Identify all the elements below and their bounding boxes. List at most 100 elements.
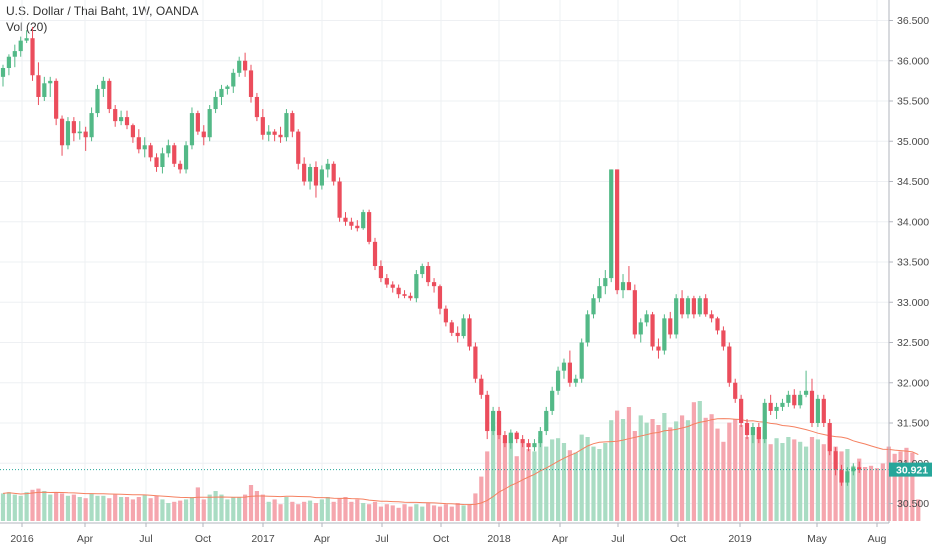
- candle: [0, 64, 6, 87]
- last-price-tag: 30.921: [889, 462, 932, 477]
- candle: [402, 290, 407, 299]
- volume-bar: [479, 476, 484, 521]
- y-tick-label: 34.000: [897, 216, 929, 228]
- candle: [620, 274, 626, 299]
- candle-body: [792, 394, 797, 406]
- candle-body: [739, 398, 744, 423]
- candle: [302, 157, 307, 186]
- candle-body: [750, 427, 756, 436]
- candle-body: [833, 451, 838, 470]
- volume-bar: [868, 465, 874, 521]
- time-axis[interactable]: 2016 Apr Jul Oct 2017 Apr Jul Oct 2018 Apr Jul Oct 2…: [10, 523, 886, 545]
- volume-bar: [496, 417, 502, 521]
- volume-bar: [384, 504, 389, 521]
- volume-bar: [6, 492, 12, 521]
- volume-bar: [378, 506, 384, 521]
- volume-bar: [284, 497, 289, 521]
- candle: [213, 91, 218, 114]
- volume-bar: [408, 506, 413, 521]
- candle: [437, 284, 443, 315]
- volume-bar: [396, 507, 401, 521]
- candle-body: [555, 370, 561, 391]
- candle-body: [243, 60, 248, 71]
- volume-bar: [59, 493, 65, 521]
- volume-bar: [620, 419, 626, 521]
- price-axis[interactable]: 36.500 36.000 35.500 35.000 34.500 34.000 33.5…: [889, 15, 929, 510]
- volume-bar: [674, 421, 679, 521]
- candle-body: [591, 298, 596, 315]
- candle: [30, 26, 35, 81]
- candle: [709, 310, 714, 323]
- candle: [130, 123, 136, 143]
- volume-bar: [803, 446, 809, 521]
- volume-bar: [266, 501, 271, 521]
- volume-bar: [550, 439, 555, 521]
- candle: [739, 394, 744, 428]
- candle-body: [685, 298, 691, 315]
- candle: [337, 177, 342, 222]
- candle-body: [142, 145, 147, 150]
- candle-body: [786, 394, 791, 403]
- candle-body: [431, 282, 437, 287]
- volume-bar: [172, 501, 177, 521]
- candle: [225, 84, 230, 95]
- volume-bar: [567, 450, 572, 521]
- candle: [762, 398, 767, 444]
- candle: [561, 358, 567, 379]
- y-tick-label: 35.000: [897, 136, 929, 148]
- volume-bar: [644, 422, 649, 521]
- x-tick-label: Jul: [139, 533, 152, 545]
- candle-body: [502, 435, 508, 444]
- volume-bar: [679, 415, 685, 521]
- candle: [367, 209, 372, 245]
- candle-body: [24, 38, 29, 41]
- candle-body: [579, 342, 584, 379]
- candle-body: [384, 278, 389, 285]
- volume-bar: [491, 426, 496, 521]
- x-tick-label: Jul: [375, 533, 388, 545]
- volume-bar: [780, 443, 785, 521]
- candle: [591, 294, 596, 319]
- volume-bar: [603, 443, 608, 521]
- volume-bar: [750, 427, 756, 521]
- candle-body: [491, 410, 496, 432]
- volume-bars: [0, 401, 921, 521]
- volume-bar: [833, 446, 838, 521]
- x-tick-label: Apr: [77, 533, 94, 545]
- volume-bar: [485, 451, 490, 521]
- volume-bar: [502, 441, 508, 521]
- candle-body: [467, 318, 472, 347]
- volume-bar: [910, 452, 915, 521]
- volume-bar: [195, 487, 200, 521]
- volume-bar: [585, 437, 590, 521]
- candle: [697, 295, 702, 317]
- volume-bar: [839, 451, 844, 521]
- volume-bar: [213, 491, 218, 521]
- y-tick-label: 30.500: [897, 498, 929, 510]
- candle: [378, 260, 384, 283]
- volume-bar: [768, 444, 773, 521]
- candle-body: [154, 157, 159, 168]
- volume-bar: [431, 505, 437, 521]
- volume-bar: [219, 494, 224, 521]
- volume-bar: [762, 429, 767, 521]
- volume-bar: [420, 506, 425, 521]
- candle-body: [508, 432, 513, 444]
- volume-bar: [160, 499, 165, 521]
- volume-bar: [443, 504, 448, 521]
- candle-body: [768, 402, 773, 411]
- volume-bar: [142, 494, 147, 521]
- candle: [555, 366, 561, 395]
- x-tick-label: 2016: [10, 533, 34, 545]
- candle-body: [780, 402, 785, 407]
- candle: [461, 314, 466, 339]
- candle: [408, 292, 413, 301]
- candle: [183, 141, 189, 174]
- candle: [756, 423, 761, 444]
- candle: [219, 84, 224, 106]
- volume-bar: [662, 413, 667, 521]
- candle-body: [426, 266, 431, 283]
- volume-bar: [573, 452, 578, 521]
- volume-bar: [349, 501, 354, 521]
